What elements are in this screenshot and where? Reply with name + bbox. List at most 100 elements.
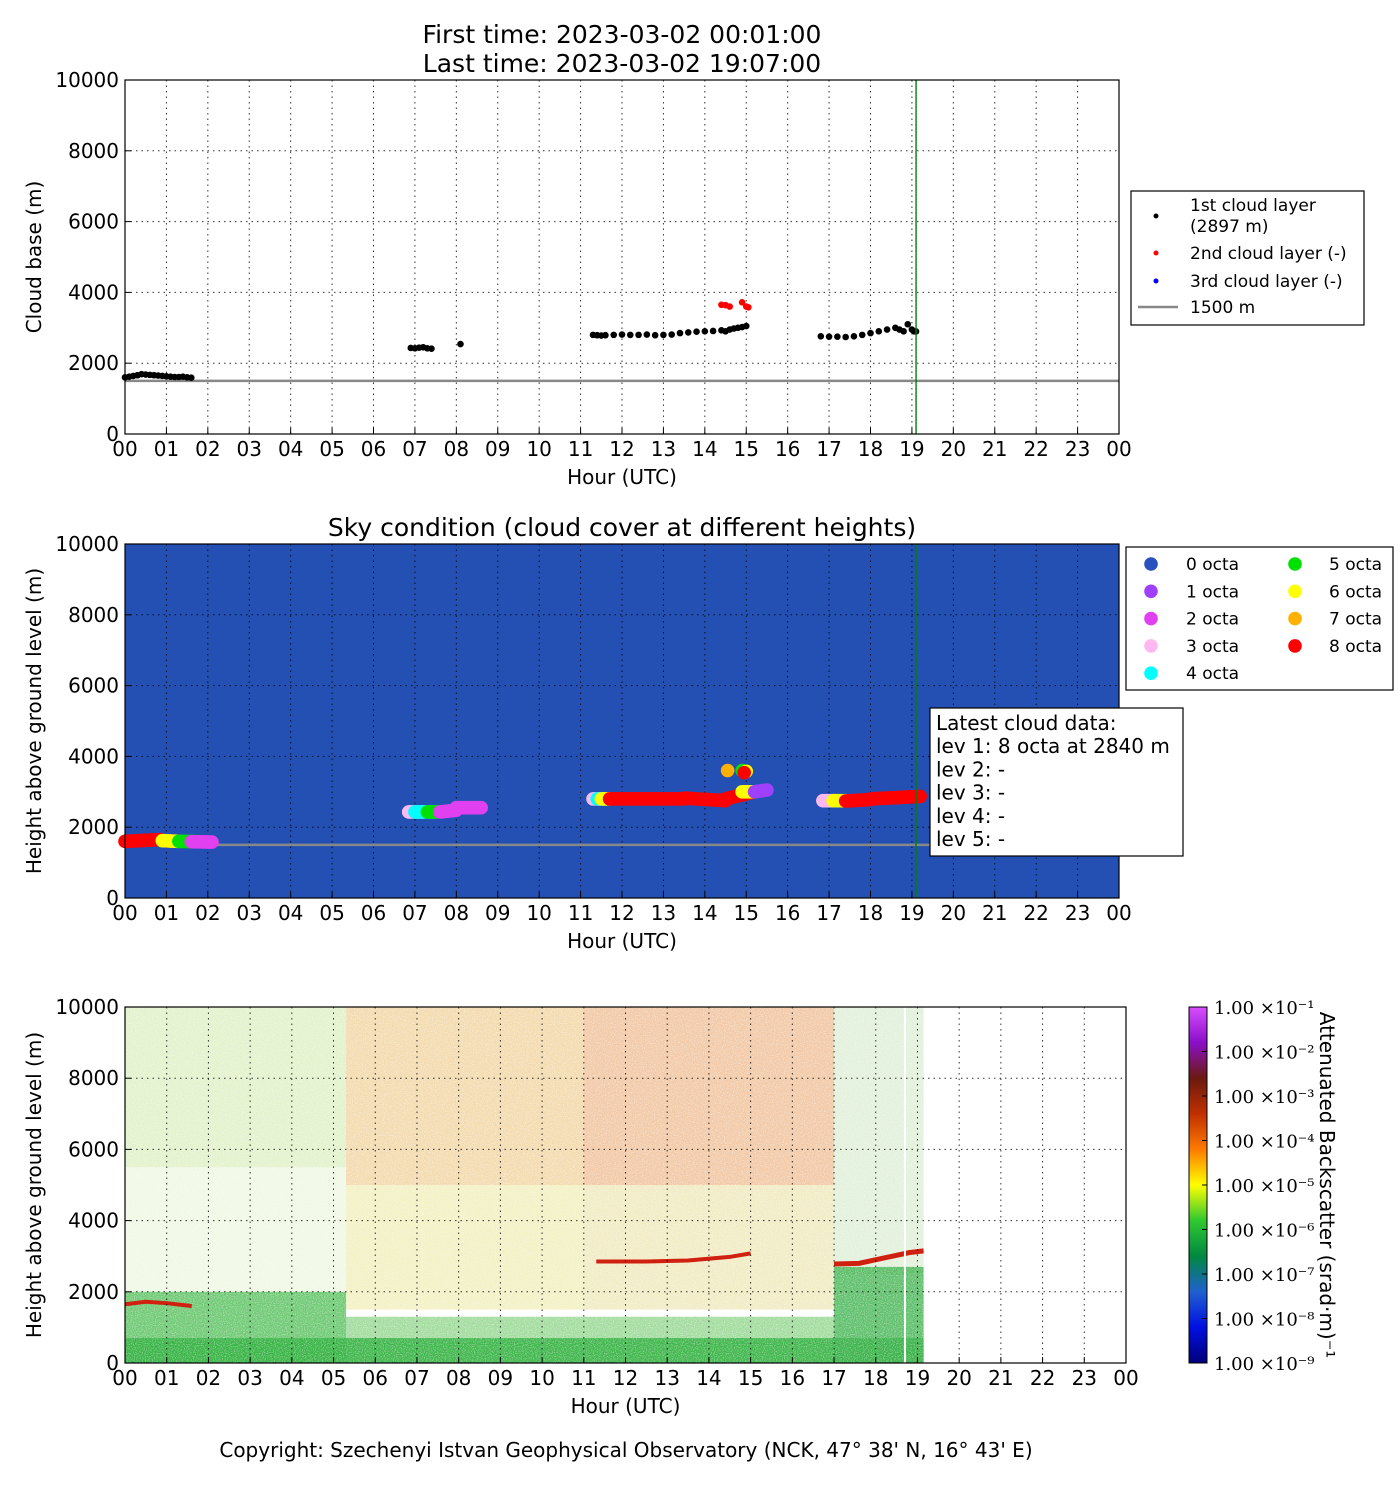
x-tick-label: 22: [1023, 901, 1048, 925]
cloud-base-point: [825, 333, 833, 340]
cloud-base-point: [187, 374, 195, 382]
colorbar-tick-label: 1.00 ×10⁻⁶: [1214, 1221, 1315, 1242]
octa-marker: [720, 763, 735, 778]
cloud-base-point: [900, 328, 907, 335]
y-tick-label: 0: [106, 422, 119, 446]
cloud-base-point: [738, 299, 746, 306]
x-tick-label: 22: [1030, 1366, 1055, 1390]
legend-label-layer-2: 2nd cloud layer (-): [1190, 244, 1347, 264]
x-tick-label: 19: [899, 437, 924, 461]
x-tick-label: 00: [112, 437, 137, 461]
title-last-time: Last time: 2023-03-02 19:07:00: [423, 49, 821, 78]
y-tick-label: 4000: [68, 1209, 119, 1233]
x-tick-label: 23: [1065, 437, 1090, 461]
x-tick-label: 16: [780, 1366, 805, 1390]
cloud-base-point: [684, 329, 692, 336]
x-tick-label: 01: [154, 901, 179, 925]
legend-label-layer-3: 3rd cloud layer (-): [1190, 272, 1343, 292]
sky-condition-markers: [118, 763, 927, 849]
x-tick-label: 15: [734, 901, 759, 925]
cloud-base-point: [904, 320, 912, 328]
x-axis-label: Hour (UTC): [571, 1394, 681, 1418]
legend-label-octa-8: 8 octa: [1329, 637, 1382, 657]
x-tick-label: 00: [1113, 1366, 1138, 1390]
cloud-base-point: [867, 329, 874, 337]
x-tick-label: 20: [941, 437, 966, 461]
x-tick-label: 17: [821, 1366, 846, 1390]
legend-marker-octa-1: [1144, 584, 1158, 599]
legend-label-octa-7: 7 octa: [1329, 610, 1382, 630]
legend-box: [1130, 190, 1365, 326]
title-first-time: First time: 2023-03-02 00:01:00: [423, 20, 822, 49]
x-tick-label: 02: [195, 901, 220, 925]
x-tick-label: 15: [738, 1366, 763, 1390]
colorbar: 1.00 ×10⁻¹ 1.00 ×10⁻² 1.00 ×10⁻³ 1.00 ×10⁻⁴…: [1188, 998, 1339, 1375]
y-tick-label: 4000: [68, 744, 119, 768]
octa-legend: 0 octa 1 octa 2 octa 3 octa 4 octa 5 octa 6 oc…: [1125, 546, 1394, 691]
x-tick-label: 10: [526, 437, 551, 461]
legend-label-octa-5: 5 octa: [1329, 555, 1382, 575]
x-tick-label: 11: [568, 901, 593, 925]
cloud-base-point: [834, 333, 841, 340]
legend-label-reference: 1500 m: [1190, 298, 1255, 318]
legend: 1st cloud layer(2897 m) 2nd cloud layer (…: [1130, 190, 1365, 326]
x-tick-label: 16: [775, 901, 800, 925]
x-axis-label: Hour (UTC): [567, 929, 677, 953]
y-tick-label: 6000: [68, 210, 119, 234]
legend-marker-layer-1: [1153, 213, 1159, 219]
legend-label-octa-6: 6 octa: [1329, 582, 1382, 602]
cloud-base-point: [651, 331, 659, 339]
x-tick-label: 05: [319, 901, 344, 925]
backscatter-panel: 00 01 02 03 04 05 06 07 08 09 10 11 12 13 14 15 16 17 18 19…: [22, 995, 1339, 1418]
x-tick-label: 09: [488, 1366, 513, 1390]
cloud-base-panel: 00 01 02 03 04 05 06 07 08 09 10 11 12 13 14 15 16 17 18 19…: [22, 68, 1365, 489]
backscatter-field: [125, 1007, 924, 1363]
legend-label-layer-1: 1st cloud layer: [1190, 196, 1316, 216]
x-tick-label: 03: [237, 437, 262, 461]
cloud-base-point: [883, 326, 891, 333]
y-tick-label: 2000: [68, 351, 119, 375]
x-tick-label: 03: [237, 901, 262, 925]
x-tick-label: 02: [196, 1366, 221, 1390]
x-tick-label: 21: [982, 437, 1007, 461]
x-tick-label: 01: [154, 1366, 179, 1390]
x-tick-label: 18: [858, 901, 883, 925]
legend-marker-layer-3: [1153, 278, 1159, 284]
x-tick-label: 09: [485, 437, 510, 461]
colorbar-tick-label: 1.00 ×10⁻²: [1214, 1043, 1315, 1064]
x-tick-label: 01: [154, 437, 179, 461]
x-tick-label: 12: [613, 1366, 638, 1390]
cloud-base-point: [668, 331, 675, 338]
cloud-base-point: [817, 332, 825, 340]
legend-box: [1125, 546, 1394, 691]
x-tick-label: 06: [361, 437, 386, 461]
x-tick-label: 23: [1072, 1366, 1097, 1390]
annotation-background: [929, 707, 1184, 857]
cloud-base-point: [745, 303, 752, 311]
x-tick-label: 21: [982, 901, 1007, 925]
legend-marker-octa-4: [1144, 666, 1158, 680]
y-axis-label: Height above ground level (m): [22, 1032, 46, 1338]
y-tick-label: 8000: [68, 1066, 119, 1090]
x-tick-label: 14: [692, 437, 717, 461]
x-tick-label: 13: [654, 1366, 679, 1390]
x-tick-label: 10: [526, 901, 551, 925]
x-tick-label: 14: [696, 1366, 721, 1390]
legend-marker-octa-2: [1144, 611, 1158, 626]
octa-marker: [913, 789, 927, 804]
cloud-echo-midday: [596, 1251, 751, 1264]
x-tick-label: 20: [941, 901, 966, 925]
x-tick-label: 12: [609, 437, 634, 461]
cloud-base-point: [858, 331, 866, 339]
sky-condition-panel: Sky condition (cloud cover at different …: [22, 513, 1394, 953]
cloud-base-point: [709, 327, 717, 335]
annotation-line: lev 5: -: [936, 827, 1005, 851]
y-tick-label: 6000: [68, 1137, 119, 1161]
y-tick-label: 8000: [68, 139, 119, 163]
x-tick-label: 17: [816, 901, 841, 925]
x-tick-label: 18: [863, 1366, 888, 1390]
x-tick-label: 12: [609, 901, 634, 925]
x-tick-label: 04: [278, 437, 303, 461]
colorbar-tick-label: 1.00 ×10⁻³: [1214, 1087, 1315, 1108]
x-tick-label: 13: [651, 437, 676, 461]
